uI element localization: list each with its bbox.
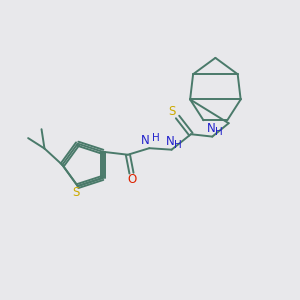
Text: H: H bbox=[174, 140, 182, 150]
Text: S: S bbox=[169, 105, 176, 118]
Text: N: N bbox=[206, 122, 215, 135]
Text: N: N bbox=[166, 135, 175, 148]
Text: S: S bbox=[72, 186, 79, 199]
Text: O: O bbox=[128, 173, 137, 186]
Text: H: H bbox=[215, 127, 223, 136]
Text: H: H bbox=[152, 133, 160, 143]
Text: N: N bbox=[141, 134, 150, 147]
